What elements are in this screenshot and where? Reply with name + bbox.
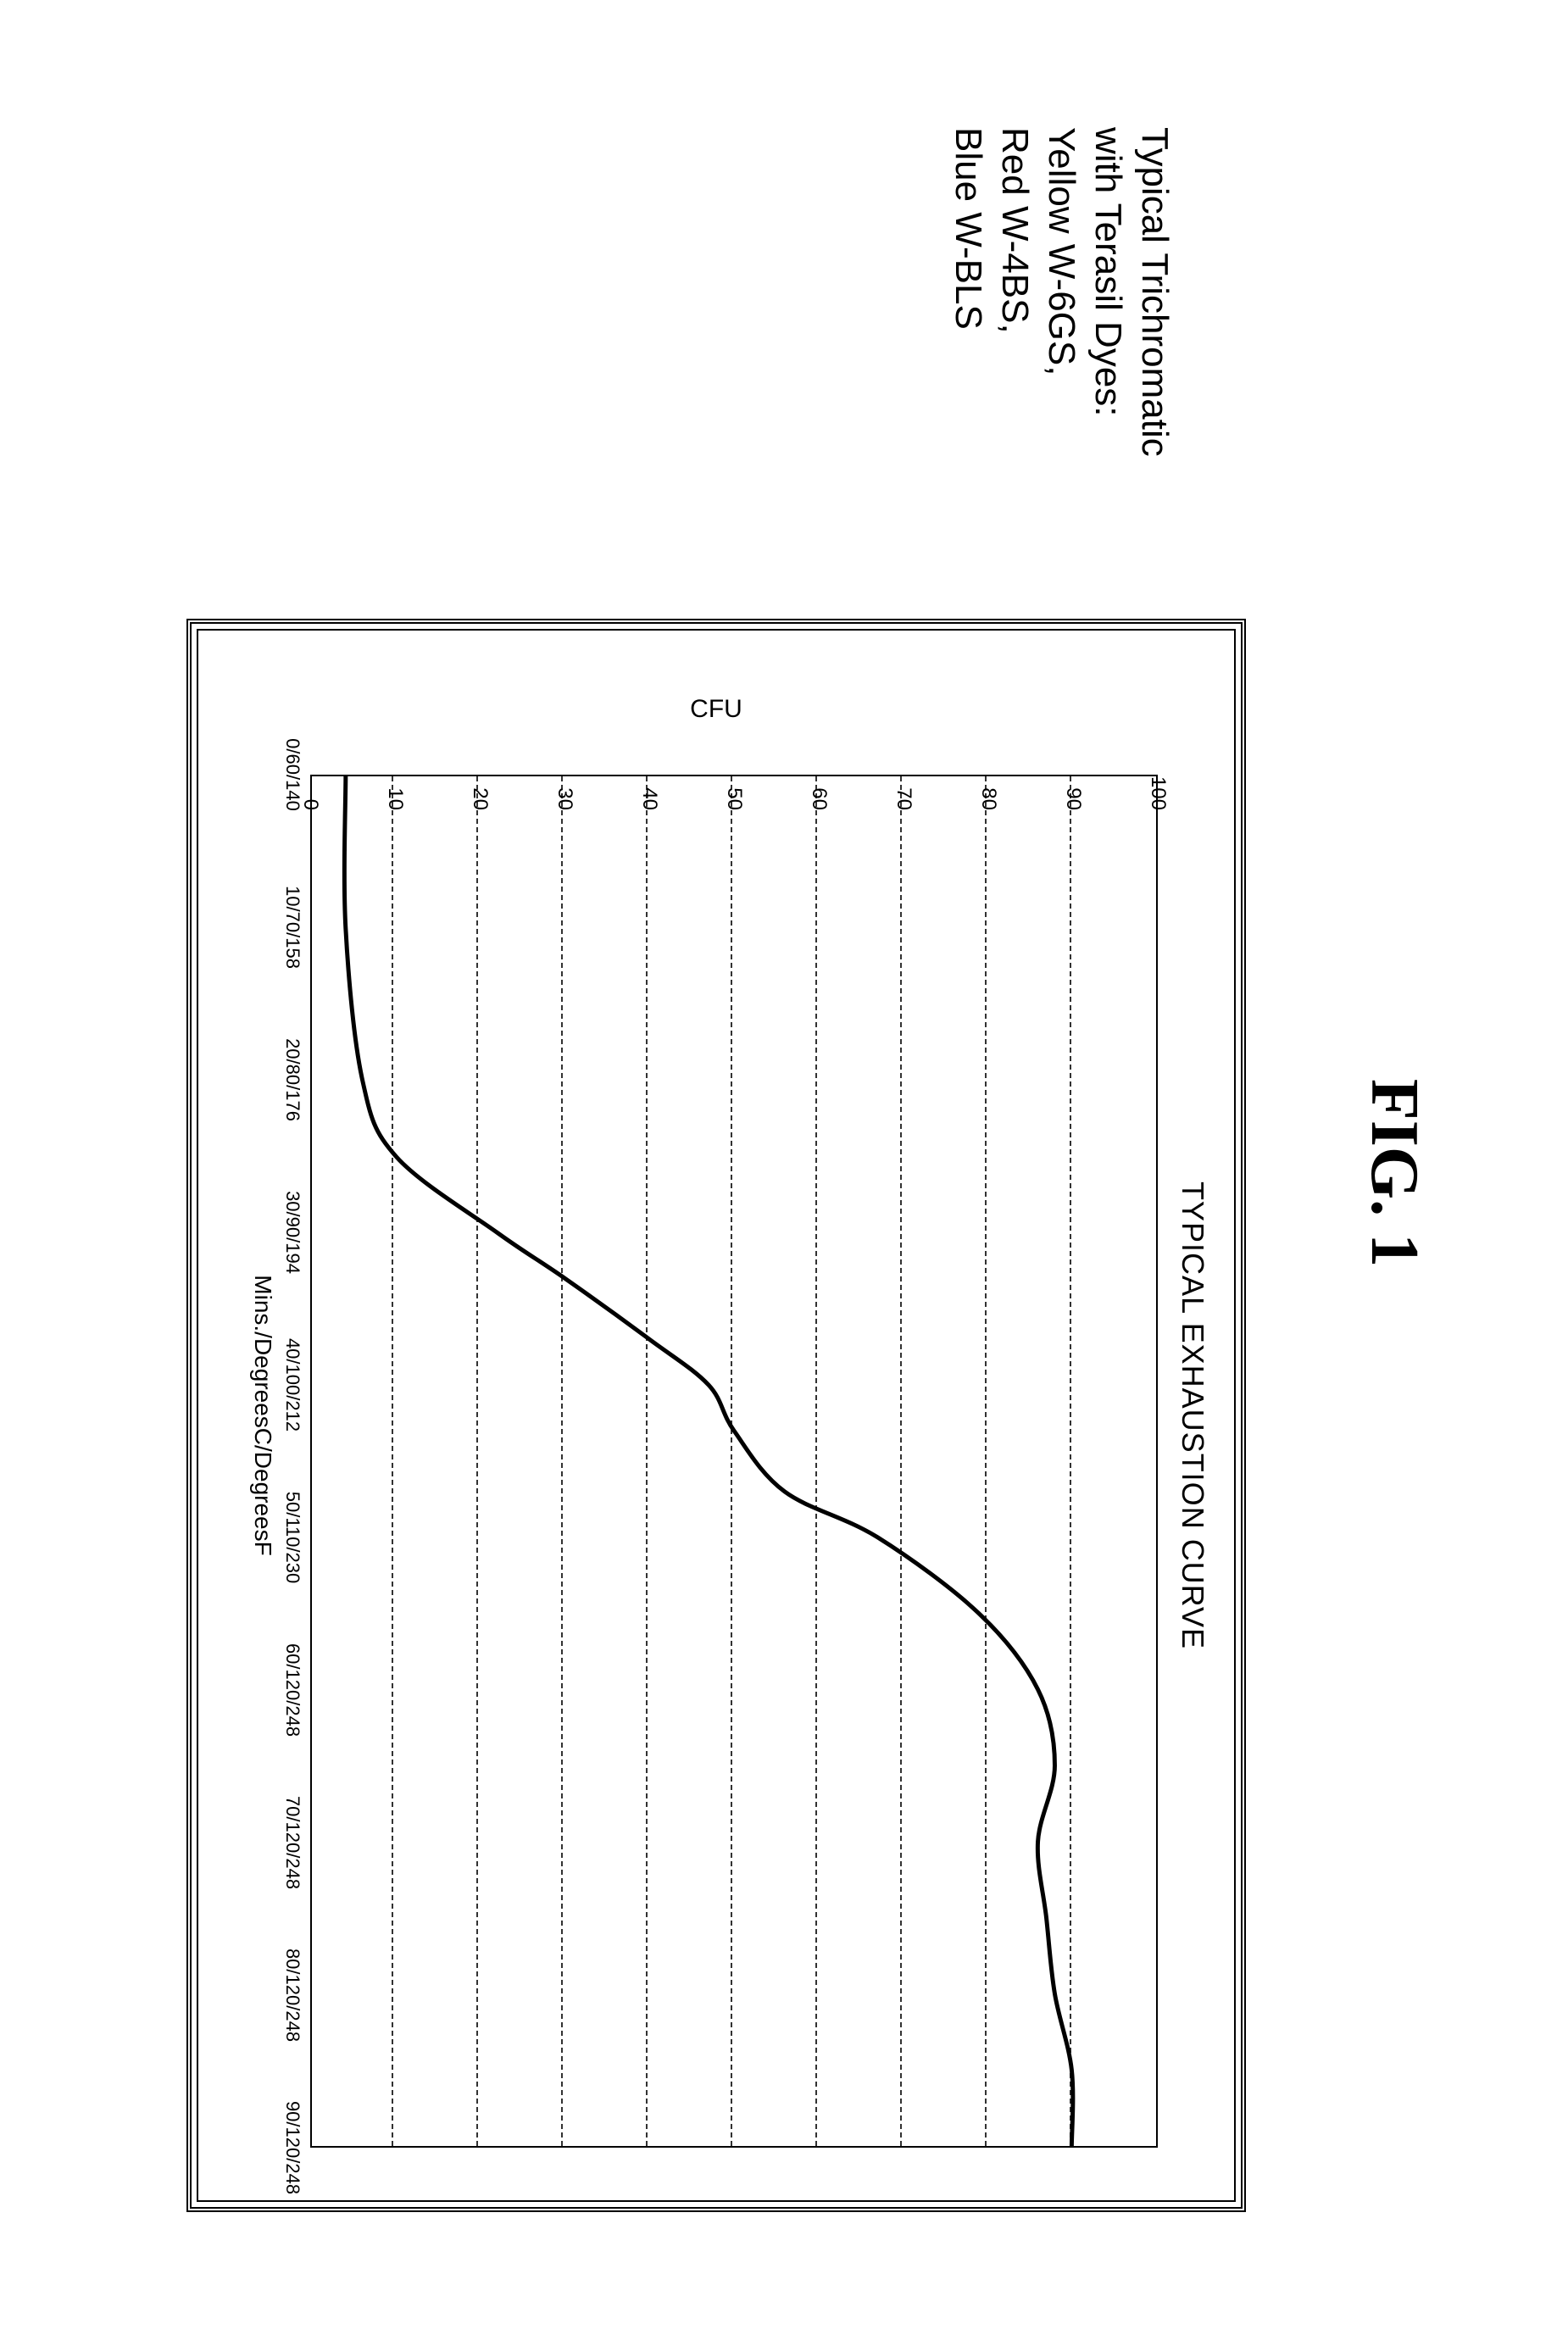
grid-line — [561, 776, 563, 2146]
caption-line: Typical Trichromatic — [1132, 127, 1178, 457]
y-tick-label: 70 — [892, 768, 915, 810]
caption-line: Red W-4BS, — [992, 127, 1038, 457]
page-rotated-container: FIG. 1 Typical Trichromatic with Terasil… — [0, 0, 1568, 2346]
grid-line — [815, 776, 817, 2146]
grid-line — [476, 776, 478, 2146]
grid-line — [985, 776, 987, 2146]
y-tick-label: 90 — [1061, 768, 1085, 810]
grid-line — [646, 776, 648, 2146]
x-tick-label: 70/120/248 — [281, 1796, 303, 1889]
grid-line — [731, 776, 732, 2146]
y-tick-label: 30 — [553, 768, 576, 810]
x-tick-label: 30/90/194 — [281, 1191, 303, 1274]
x-tick-label: 0/60/140 — [281, 738, 303, 811]
exhaustion-curve — [344, 776, 1073, 2146]
caption-line: Blue W-BLS — [945, 127, 992, 457]
plot-area — [310, 775, 1158, 2148]
curve-svg — [312, 776, 1156, 2146]
y-tick-label: 20 — [468, 768, 492, 810]
x-tick-label: 60/120/248 — [281, 1643, 303, 1737]
chart-inner-frame: TYPICAL EXHAUSTION CURVE CFU Mins./Degre… — [197, 629, 1236, 2202]
x-tick-label: 50/110/230 — [281, 1492, 303, 1583]
y-tick-label: 40 — [637, 768, 661, 810]
x-tick-label: 90/120/248 — [281, 2101, 303, 2194]
y-tick-label: 10 — [383, 768, 407, 810]
x-tick-label: 20/80/176 — [281, 1038, 303, 1121]
y-tick-label: 60 — [807, 768, 831, 810]
x-tick-label: 80/120/248 — [281, 1949, 303, 2042]
grid-line — [900, 776, 902, 2146]
y-tick-label: 50 — [722, 768, 746, 810]
caption-line: Yellow W-6GS, — [1038, 127, 1085, 457]
chart-title: TYPICAL EXHAUSTION CURVE — [1175, 1181, 1210, 1649]
y-tick-label: 100 — [1146, 768, 1170, 810]
grid-line — [1070, 776, 1071, 2146]
x-axis-label: Mins./DegreesC/DegreesF — [249, 1275, 276, 1555]
grid-line — [392, 776, 393, 2146]
side-caption: Typical Trichromatic with Terasil Dyes: … — [945, 127, 1178, 457]
figure-label: FIG. 1 — [1355, 1079, 1432, 1267]
chart-outer-frame: TYPICAL EXHAUSTION CURVE CFU Mins./Degre… — [186, 619, 1246, 2212]
y-tick-label: 80 — [976, 768, 1000, 810]
x-tick-label: 10/70/158 — [281, 886, 303, 969]
x-tick-label: 40/100/212 — [281, 1338, 303, 1432]
caption-line: with Terasil Dyes: — [1085, 127, 1132, 457]
y-axis-label: CFU — [690, 695, 742, 724]
